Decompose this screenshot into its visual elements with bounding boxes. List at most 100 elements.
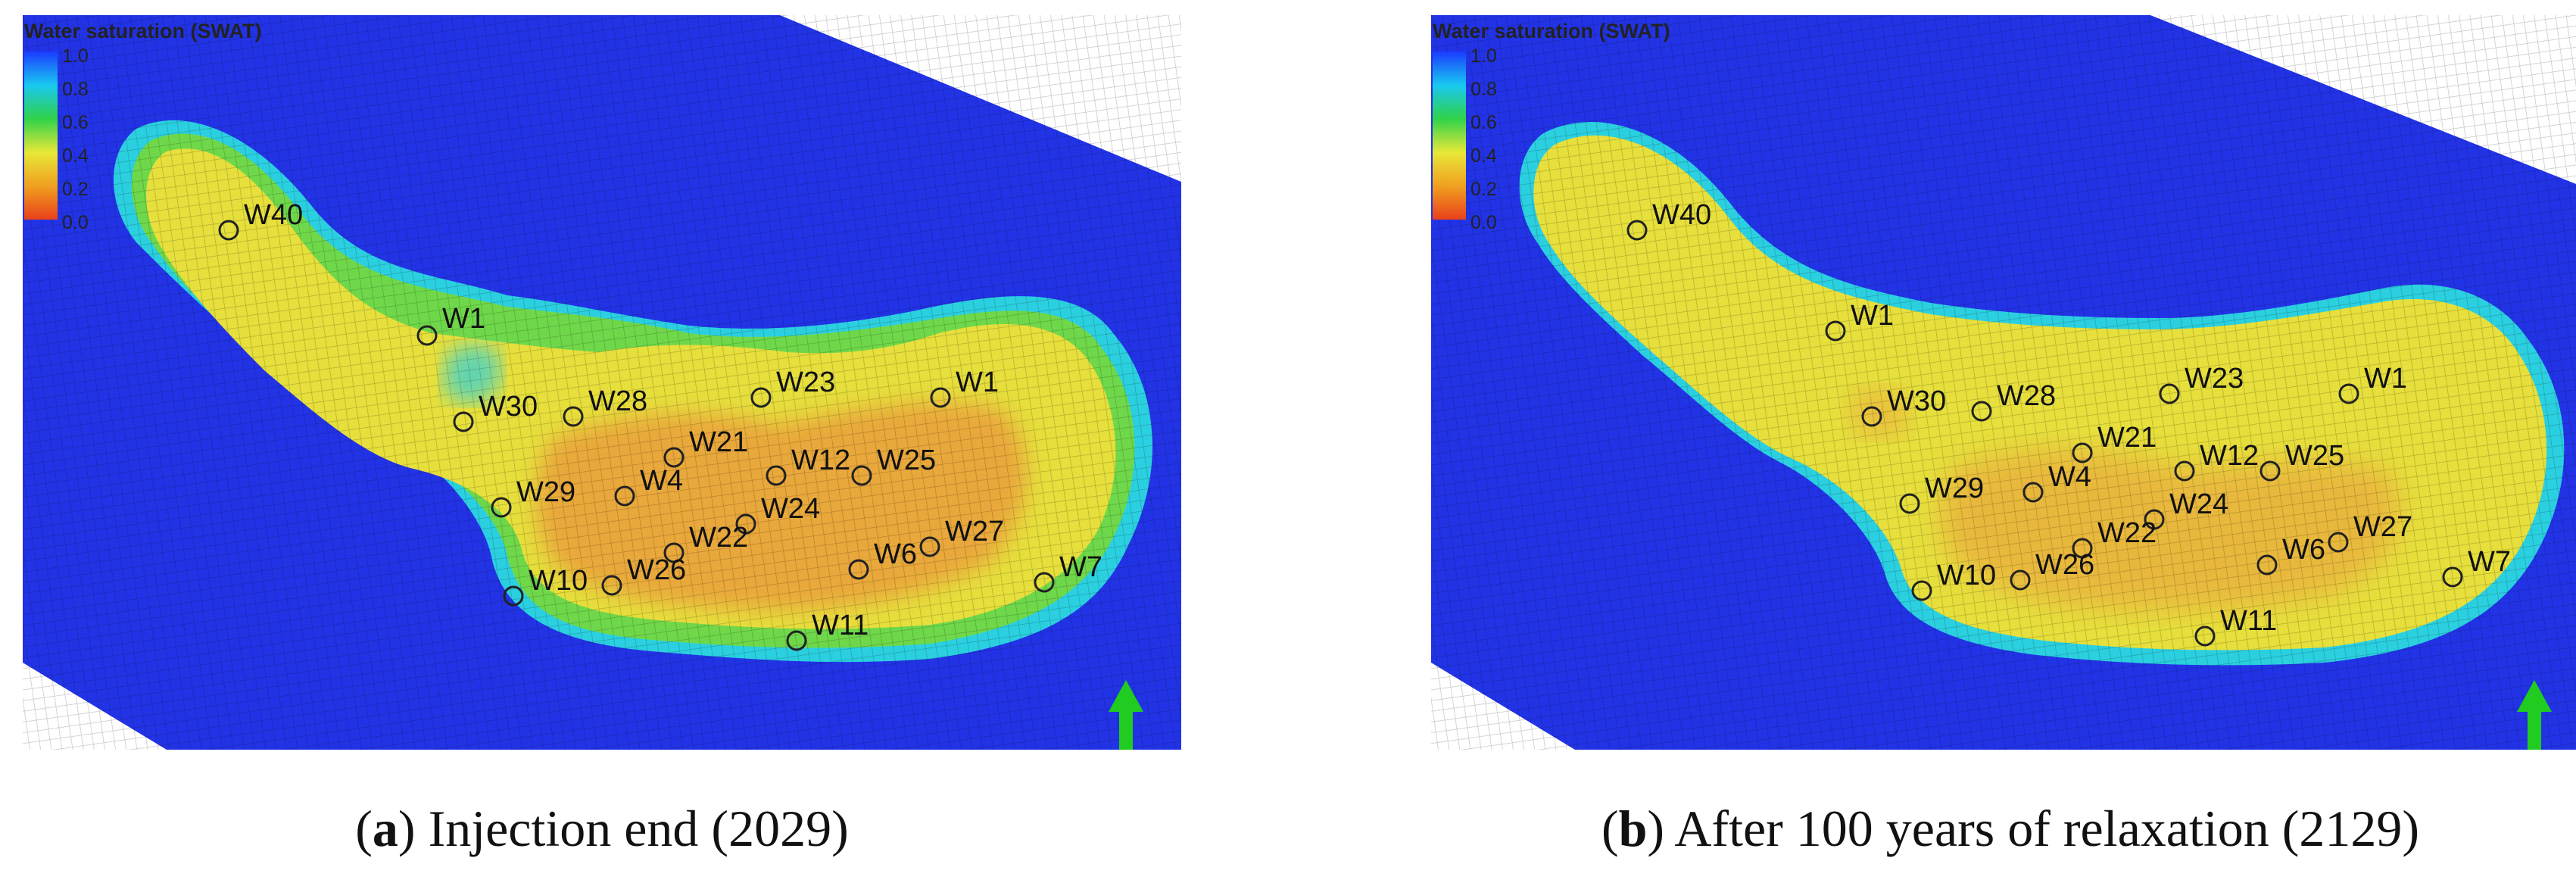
well-marker: W4 xyxy=(614,465,683,507)
well-marker: W40 xyxy=(218,199,303,241)
well-marker: W1 xyxy=(416,303,485,346)
svg-text:W24: W24 xyxy=(2169,488,2228,520)
svg-text:W27: W27 xyxy=(2353,511,2412,543)
legend-tick: 0.4 xyxy=(1470,145,1497,167)
svg-text:W10: W10 xyxy=(1937,560,1996,591)
legend-colorbar xyxy=(24,51,58,220)
well-marker: W27 xyxy=(2328,511,2412,553)
legend-tick: 0.2 xyxy=(1470,179,1497,200)
well-marker: W24 xyxy=(735,493,820,535)
legend-tick: 0.0 xyxy=(1470,212,1497,233)
svg-text:W40: W40 xyxy=(244,199,303,231)
svg-text:W12: W12 xyxy=(791,445,850,476)
well-marker: W7 xyxy=(1034,551,1102,593)
legend-tick: 1.0 xyxy=(1470,45,1497,67)
svg-text:W30: W30 xyxy=(1887,385,1946,417)
svg-text:W28: W28 xyxy=(588,385,647,417)
well-marker: W27 xyxy=(919,516,1004,557)
well-marker: W10 xyxy=(1911,560,1996,601)
caption-open: ( xyxy=(1601,800,1619,857)
well-marker: W21 xyxy=(663,426,748,468)
well-marker: W22 xyxy=(2072,517,2157,559)
svg-text:W27: W27 xyxy=(945,516,1004,548)
svg-text:W24: W24 xyxy=(761,493,820,525)
legend-tick: 0.8 xyxy=(62,79,89,100)
svg-text:W26: W26 xyxy=(2035,549,2094,581)
caption-text: ) After 100 years of relaxation (2129) xyxy=(1647,800,2420,857)
well-marker: W1 xyxy=(2338,363,2407,404)
well-marker: W30 xyxy=(453,391,538,432)
caption-a: (a) Injection end (2029) xyxy=(23,799,1181,859)
well-marker: W1 xyxy=(930,367,999,408)
saturation-map-b: Water saturation (SWAT) 1.0 0.8 0.6 0.4 … xyxy=(1431,15,2576,750)
well-marker: W30 xyxy=(1861,385,1946,427)
legend: Water saturation (SWAT) 1.0 0.8 0.6 0.4 … xyxy=(24,20,262,233)
svg-text:W29: W29 xyxy=(516,476,575,508)
svg-text:W11: W11 xyxy=(812,610,869,641)
well-marker: W11 xyxy=(786,610,869,651)
well-marker: W23 xyxy=(2159,363,2244,404)
legend-tick: 0.4 xyxy=(62,145,89,167)
svg-text:W6: W6 xyxy=(2282,534,2325,566)
well-marker: W4 xyxy=(2022,461,2091,503)
well-marker: W22 xyxy=(663,522,748,563)
svg-text:W29: W29 xyxy=(1925,473,1984,504)
well-marker: W12 xyxy=(2174,440,2259,482)
legend-tick: 0.0 xyxy=(62,212,89,233)
svg-text:W11: W11 xyxy=(2220,605,2277,637)
well-marker: W28 xyxy=(1971,380,2056,422)
svg-text:W25: W25 xyxy=(2285,440,2344,472)
legend-tick: 0.8 xyxy=(1470,79,1497,100)
svg-text:W7: W7 xyxy=(2468,546,2511,578)
panel-a: Water saturation (SWAT) 1.0 0.8 0.6 0.4 … xyxy=(23,0,1204,886)
well-marker: W7 xyxy=(2442,546,2511,588)
well-marker: W11 xyxy=(2194,605,2277,647)
svg-text:W10: W10 xyxy=(529,565,588,597)
svg-text:W1: W1 xyxy=(2364,363,2407,395)
caption-letter: b xyxy=(1618,800,1648,857)
grid-mesh xyxy=(1431,15,2576,750)
well-marker: W10 xyxy=(503,565,588,607)
svg-text:W22: W22 xyxy=(689,522,748,554)
svg-text:W30: W30 xyxy=(479,391,538,423)
svg-text:W23: W23 xyxy=(2185,363,2244,395)
svg-text:W7: W7 xyxy=(1059,551,1102,583)
well-marker: W6 xyxy=(848,538,917,580)
legend-tick: 0.6 xyxy=(62,112,89,133)
svg-text:W23: W23 xyxy=(776,367,835,398)
north-arrow-icon xyxy=(1109,680,1143,750)
well-marker: W26 xyxy=(2010,549,2094,591)
caption-open: ( xyxy=(355,800,373,857)
well-marker: W12 xyxy=(766,445,850,486)
svg-text:W12: W12 xyxy=(2200,440,2259,472)
svg-text:W40: W40 xyxy=(1652,199,1711,231)
well-marker: W24 xyxy=(2144,488,2228,530)
svg-text:W26: W26 xyxy=(627,554,686,586)
well-marker: W1 xyxy=(1825,300,1894,342)
well-marker: W25 xyxy=(2259,440,2344,482)
well-marker: W26 xyxy=(601,554,686,596)
svg-text:W25: W25 xyxy=(877,445,936,476)
well-marker: W25 xyxy=(851,445,936,486)
svg-text:W1: W1 xyxy=(1851,300,1894,332)
caption-text: ) Injection end (2029) xyxy=(398,800,849,857)
caption-b: (b) After 100 years of relaxation (2129) xyxy=(1431,799,2576,859)
svg-text:W21: W21 xyxy=(2097,422,2157,454)
panel-b: Water saturation (SWAT) 1.0 0.8 0.6 0.4 … xyxy=(1431,0,2576,886)
caption-letter: a xyxy=(372,800,398,857)
svg-text:W4: W4 xyxy=(2048,461,2091,493)
legend-tick: 0.2 xyxy=(62,179,89,200)
saturation-map-a: Water saturation (SWAT) 1.0 0.8 0.6 0.4 … xyxy=(23,15,1181,750)
legend-tick: 1.0 xyxy=(62,45,89,67)
svg-text:W1: W1 xyxy=(956,367,999,398)
well-marker: W28 xyxy=(563,385,647,427)
legend-tick: 0.6 xyxy=(1470,112,1497,133)
legend: Water saturation (SWAT) 1.0 0.8 0.6 0.4 … xyxy=(1433,20,1670,233)
svg-text:W22: W22 xyxy=(2097,517,2157,549)
well-marker: W40 xyxy=(1626,199,1711,241)
svg-text:W4: W4 xyxy=(640,465,683,497)
wells: W40 W1 W30 W28 W23 W1 W21 W12 W25 W29 W4… xyxy=(1626,199,2511,647)
well-marker: W23 xyxy=(750,367,835,408)
well-marker: W21 xyxy=(2072,422,2157,463)
grid-mesh xyxy=(23,15,1181,750)
